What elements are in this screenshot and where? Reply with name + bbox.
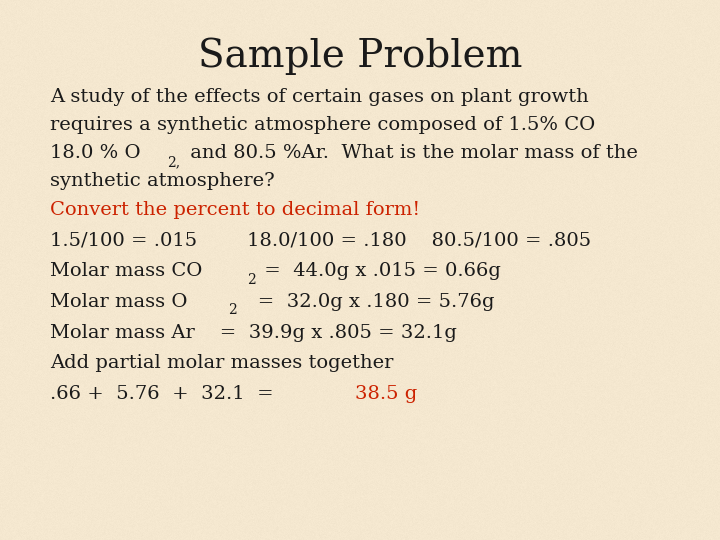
Text: Molar mass Ar    =  39.9g x .805 = 32.1g: Molar mass Ar = 39.9g x .805 = 32.1g <box>50 323 457 342</box>
Text: synthetic atmosphere?: synthetic atmosphere? <box>50 172 275 191</box>
Text: and 80.5 %Ar.  What is the molar mass of the: and 80.5 %Ar. What is the molar mass of … <box>184 144 638 163</box>
Text: Sample Problem: Sample Problem <box>198 38 522 76</box>
Text: 38.5 g: 38.5 g <box>355 385 418 403</box>
Text: Convert the percent to decimal form!: Convert the percent to decimal form! <box>50 200 420 219</box>
Text: 2,: 2, <box>167 155 181 169</box>
Text: 2: 2 <box>228 303 237 318</box>
Text: 1.5/100 = .015        18.0/100 = .180    80.5/100 = .805: 1.5/100 = .015 18.0/100 = .180 80.5/100 … <box>50 231 592 249</box>
Text: =  32.0g x .180 = 5.76g: = 32.0g x .180 = 5.76g <box>239 293 495 311</box>
Text: 2: 2 <box>247 273 256 287</box>
Text: =  44.0g x .015 = 0.66g: = 44.0g x .015 = 0.66g <box>258 262 501 280</box>
Text: Add partial molar masses together: Add partial molar masses together <box>50 354 394 373</box>
Text: .66 +  5.76  +  32.1  =: .66 + 5.76 + 32.1 = <box>50 385 287 403</box>
Text: requires a synthetic atmosphere composed of 1.5% CO: requires a synthetic atmosphere composed… <box>50 116 595 134</box>
Text: Molar mass O: Molar mass O <box>50 293 188 311</box>
Text: A study of the effects of certain gases on plant growth: A study of the effects of certain gases … <box>50 88 589 106</box>
Text: 18.0 % O: 18.0 % O <box>50 144 141 163</box>
Text: Molar mass CO: Molar mass CO <box>50 262 203 280</box>
